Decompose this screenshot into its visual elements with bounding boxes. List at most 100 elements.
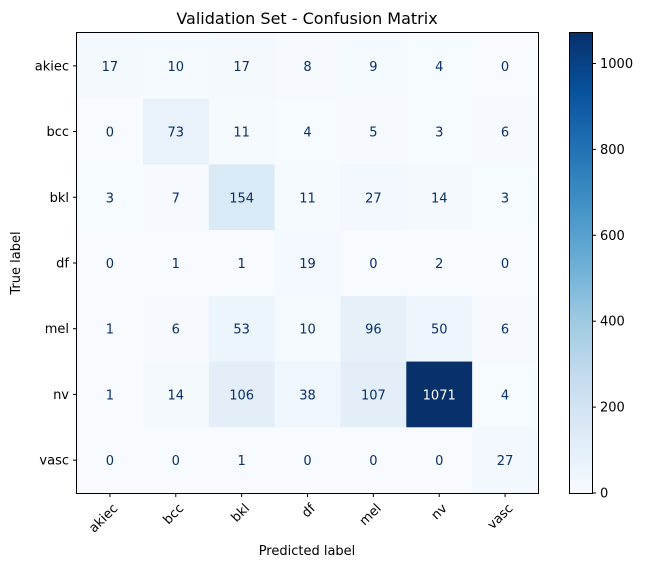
heatmap-cell (142, 361, 210, 428)
cell-value-label: 6 (172, 323, 180, 338)
colorbar (569, 32, 593, 494)
y-axis-label: True label (9, 231, 24, 295)
y-tick-label: mel (45, 322, 69, 337)
heatmap-cell (340, 230, 407, 297)
y-tick-label: akiec (35, 59, 69, 74)
cell-value-label: 14 (168, 388, 185, 403)
heatmap-cell (472, 230, 539, 297)
colorbar-tick-label: 200 (600, 401, 625, 416)
heatmap-cell (208, 427, 276, 494)
cell-value-label: 17 (102, 60, 119, 75)
cell-value-label: 6 (501, 323, 509, 338)
cell-value-label: 14 (431, 191, 448, 206)
cell-value-label: 5 (369, 126, 377, 141)
heatmap-cell (340, 164, 407, 231)
cell-value-label: 96 (365, 323, 382, 338)
cell-value-label: 27 (497, 454, 514, 469)
cell-value-label: 1 (106, 323, 114, 338)
cell-value-label: 1 (172, 257, 180, 272)
cell-value-label: 11 (299, 191, 316, 206)
heatmap-cell (340, 33, 407, 100)
heatmap-cell (142, 33, 210, 100)
y-tick-label: vasc (39, 454, 69, 469)
x-tick-label: nv (429, 501, 451, 523)
cell-value-label: 53 (233, 323, 250, 338)
y-tick-label: nv (53, 388, 69, 403)
heatmap-cell (208, 98, 276, 165)
cell-value-label: 3 (106, 191, 114, 206)
heatmap-cell (77, 33, 144, 100)
cell-value-label: 0 (106, 126, 114, 141)
heatmap-cell (274, 361, 341, 428)
heatmap-cell (77, 98, 144, 165)
colorbar-tick-label: 1000 (600, 57, 633, 72)
cell-value-label: 0 (369, 257, 377, 272)
heatmap-cell (77, 361, 144, 428)
cell-value-label: 1 (238, 454, 246, 469)
cell-value-label: 0 (501, 60, 509, 75)
heatmap-cell (274, 230, 341, 297)
cell-value-label: 7 (172, 191, 180, 206)
cell-value-label: 4 (303, 126, 311, 141)
colorbar-tick-label: 800 (600, 143, 625, 158)
heatmap-cell (208, 33, 276, 100)
cell-value-label: 8 (303, 60, 311, 75)
cell-value-label: 0 (106, 454, 114, 469)
heatmap-cells (77, 33, 539, 494)
colorbar-tick-label: 600 (600, 229, 625, 244)
cell-value-label: 1 (106, 388, 114, 403)
heatmap-cell (472, 361, 539, 428)
cell-value-label: 4 (435, 60, 443, 75)
cell-value-label: 38 (299, 388, 316, 403)
heatmap-cell (406, 230, 473, 297)
heatmap-cell (406, 361, 473, 428)
heatmap-cell (406, 33, 473, 100)
cell-value-label: 6 (501, 126, 509, 141)
heatmap-cell (77, 164, 144, 231)
heatmap-cell (77, 427, 144, 494)
heatmap-cell (472, 164, 539, 231)
x-tick-label: mel (357, 501, 385, 529)
heatmap-cell (472, 295, 539, 363)
cell-value-label: 2 (435, 257, 443, 272)
cell-value-label: 9 (369, 60, 377, 75)
heatmap-cell (274, 295, 341, 363)
cell-value-label: 1 (238, 257, 246, 272)
cell-value-label: 10 (299, 323, 316, 338)
y-tick-label: bcc (46, 125, 69, 140)
cell-value-label: 1071 (423, 388, 456, 403)
colorbar-tick-label: 400 (600, 315, 625, 330)
cell-value-label: 19 (299, 257, 316, 272)
cell-value-label: 3 (435, 126, 443, 141)
cell-value-label: 10 (168, 60, 185, 75)
heatmap-cell (472, 427, 539, 494)
heatmap-cell (340, 98, 407, 165)
heatmap-cell (77, 295, 144, 363)
heatmap-cell (208, 295, 276, 363)
heatmap-cell (142, 164, 210, 231)
heatmap-cell (142, 427, 210, 494)
colorbar-ticks: 0 200 400 600 800 1000 (592, 57, 633, 502)
cell-value-label: 27 (365, 191, 382, 206)
x-tick-label: akiec (86, 501, 121, 536)
heatmap-cell (77, 230, 144, 297)
heatmap-cell (274, 98, 341, 165)
heatmap-cell (406, 98, 473, 165)
cell-value-label: 107 (361, 388, 386, 403)
x-tick-label: df (299, 501, 319, 521)
heatmap-cell (274, 164, 341, 231)
heatmap-cell (208, 230, 276, 297)
cell-value-label: 50 (431, 323, 448, 338)
heatmap-cell (142, 98, 210, 165)
heatmap-cell (340, 295, 407, 363)
y-tick-label: df (56, 257, 69, 272)
heatmap-cell (472, 98, 539, 165)
heatmap-cell (208, 361, 276, 428)
heatmap-cell (274, 33, 341, 100)
y-axis: akiec bcc bkl df mel nv vasc (35, 59, 77, 469)
cell-value-label: 0 (303, 454, 311, 469)
heatmap-labels: 17 10 17 8 9 4 00 73 11 4 5 3 63 7 154 11 27 14 30 1 1 19 0 2 01… (102, 60, 514, 469)
cell-value-label: 0 (106, 257, 114, 272)
x-tick-label: bkl (229, 501, 253, 525)
